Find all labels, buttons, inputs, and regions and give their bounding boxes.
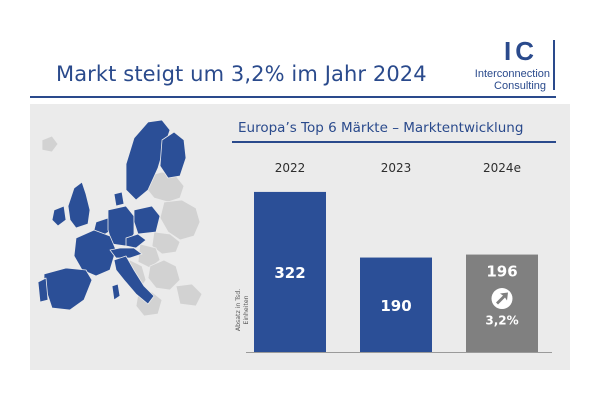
category-label: 2022 <box>275 161 306 175</box>
bar <box>360 257 432 352</box>
category-label: 2024e <box>483 161 521 175</box>
map-region-spain <box>43 267 93 311</box>
map-region-czech <box>125 233 147 249</box>
map-region-switzerland-austria <box>109 247 143 259</box>
data-label: 190 <box>380 297 411 315</box>
map-region-grey <box>41 135 59 153</box>
logo-line-2: Consulting <box>494 80 546 92</box>
company-logo: IC Interconnection Consulting <box>446 36 556 94</box>
growth-annotation: 3,2% <box>485 314 518 328</box>
map-region-sardinia <box>111 283 121 301</box>
map-region-uk <box>67 181 91 229</box>
bar <box>254 191 326 352</box>
map-region-denmark <box>113 191 125 207</box>
bar-chart: Absatz in Tsd.Einheiten 2022 322 2023 190 202… <box>235 161 552 353</box>
chart-title: Europa’s Top 6 Märkte – Marktentwicklung <box>238 120 524 136</box>
map-region-grey <box>147 259 181 291</box>
map-region-grey <box>159 199 201 241</box>
map-region-finland <box>159 131 187 179</box>
map-region-france <box>73 229 117 277</box>
map-region-ireland <box>51 205 67 227</box>
page-title: Markt steigt um 3,2% im Jahr 2024 <box>56 62 427 86</box>
category-label: 2023 <box>381 161 412 175</box>
europe-map-icon <box>37 119 203 317</box>
y-axis-label: Absatz in Tsd.Einheiten <box>235 289 250 331</box>
header-divider <box>30 96 556 98</box>
logo-mark: IC <box>504 36 538 66</box>
map-region-portugal <box>37 277 49 303</box>
logo-bar <box>553 40 555 90</box>
map-region-poland <box>133 205 161 235</box>
chart-title-divider <box>232 141 556 143</box>
map-region-grey <box>151 231 181 255</box>
data-label: 196 <box>486 263 517 281</box>
map-region-italy <box>113 255 155 305</box>
map-region-grey <box>175 283 203 307</box>
data-label: 322 <box>274 264 305 282</box>
growth-arrow-glyph <box>496 292 508 305</box>
logo-line-1: Interconnection <box>474 68 550 80</box>
